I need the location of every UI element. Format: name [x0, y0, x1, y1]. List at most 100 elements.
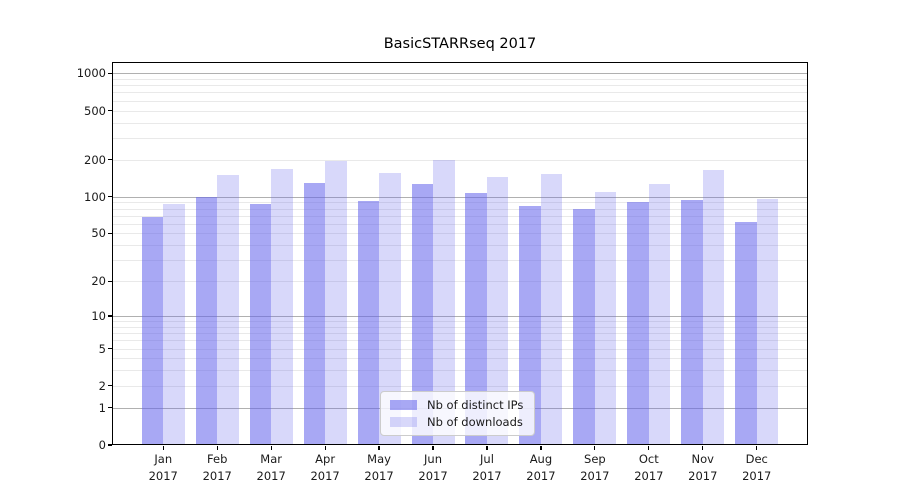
- bar-distinct-ips: [303, 182, 326, 445]
- bar-downloads: [433, 159, 455, 445]
- bar-distinct-ips: [735, 222, 757, 445]
- gridline-minor: [112, 215, 808, 217]
- gridline-minor: [112, 159, 808, 161]
- bar-downloads: [163, 203, 185, 445]
- y-tick-label: 1000: [76, 66, 106, 81]
- x-tick: [324, 446, 326, 450]
- bar-distinct-ips: [411, 184, 434, 445]
- x-tick: [270, 446, 272, 450]
- x-tick-label: Dec 2017: [742, 452, 772, 483]
- y-tick-label: 0: [98, 438, 106, 452]
- gridline-minor: [112, 348, 808, 350]
- y-tick-label: 100: [84, 189, 106, 204]
- bar-distinct-ips: [141, 217, 164, 445]
- bar-downloads: [540, 174, 563, 445]
- bar-distinct-ips: [195, 196, 218, 445]
- bar-downloads: [379, 172, 401, 445]
- y-tick: [108, 109, 112, 112]
- x-tick-label: Sep 2017: [580, 452, 610, 483]
- gridline-major: [112, 315, 808, 317]
- y-tick: [108, 72, 112, 74]
- y-tick: [108, 280, 112, 282]
- bar-downloads: [486, 176, 509, 445]
- y-tick-label: 200: [84, 152, 106, 167]
- gridline-minor: [112, 85, 808, 87]
- bar-distinct-ips: [357, 201, 380, 445]
- x-tick: [162, 446, 164, 450]
- bar-downloads: [648, 183, 671, 445]
- gridline-minor: [112, 385, 808, 387]
- gridline-minor: [112, 245, 808, 247]
- bar-distinct-ips: [465, 193, 487, 445]
- x-tick-label: Feb 2017: [202, 452, 232, 483]
- bar-downloads: [594, 191, 617, 445]
- legend: Nb of distinct IPs Nb of downloads: [380, 391, 536, 436]
- x-tick: [432, 446, 434, 450]
- x-tick-label: Oct 2017: [634, 452, 664, 483]
- y-tick-label: 50: [91, 226, 106, 241]
- x-tick: [702, 446, 704, 450]
- gridline-minor: [112, 122, 808, 124]
- gridline-minor: [112, 281, 808, 283]
- y-tick-label: 20: [91, 274, 106, 289]
- x-tick-label: Jun 2017: [418, 452, 448, 483]
- bar-downloads: [325, 161, 347, 445]
- x-tick: [648, 446, 650, 450]
- gridline-minor: [112, 223, 808, 225]
- gridline-minor: [112, 370, 808, 372]
- legend-swatch-downloads: [390, 416, 417, 427]
- bar-distinct-ips: [573, 208, 595, 445]
- x-tick-label: Jan 2017: [148, 452, 178, 483]
- chart-title: BasicSTARRseq 2017: [383, 36, 537, 52]
- y-tick-label: 5: [98, 341, 106, 356]
- x-tick-label: Aug 2017: [526, 452, 556, 483]
- y-tick-label: 10: [91, 308, 106, 323]
- x-tick-label: Jul 2017: [472, 452, 502, 483]
- gridline-minor: [112, 100, 808, 102]
- y-tick: [108, 444, 112, 446]
- bar-distinct-ips: [681, 199, 703, 445]
- gridline-minor: [112, 340, 808, 342]
- x-tick: [486, 446, 488, 450]
- gridline-minor: [112, 208, 808, 210]
- legend-swatch-distinct-ips: [390, 400, 417, 411]
- y-tick: [108, 315, 112, 317]
- x-tick-label: May 2017: [364, 452, 394, 483]
- x-tick: [540, 446, 542, 450]
- gridline-major: [112, 196, 808, 198]
- x-tick-label: Apr 2017: [310, 452, 340, 483]
- y-tick-label: 2: [98, 378, 106, 393]
- y-tick-label: 1: [98, 400, 106, 415]
- y-tick-label: 500: [84, 103, 106, 118]
- legend-label-downloads: Nb of downloads: [427, 414, 523, 429]
- legend-item-distinct-ips: Nb of distinct IPs: [390, 397, 523, 414]
- y-tick: [108, 159, 112, 161]
- bar-downloads: [271, 169, 293, 445]
- gridline-minor: [112, 333, 808, 335]
- x-tick: [216, 446, 218, 450]
- legend-item-downloads: Nb of downloads: [390, 414, 523, 431]
- x-tick-label: Mar 2017: [256, 452, 286, 483]
- y-tick: [108, 348, 112, 350]
- gridline-minor: [112, 260, 808, 262]
- gridline-minor: [112, 78, 808, 80]
- gridline-minor: [112, 358, 808, 360]
- gridline-major: [112, 73, 808, 75]
- bar-downloads: [217, 175, 239, 445]
- gridline-minor: [112, 110, 808, 112]
- gridline-minor: [112, 92, 808, 94]
- x-tick: [756, 446, 758, 450]
- y-tick: [108, 196, 112, 198]
- bar-distinct-ips: [249, 203, 272, 445]
- gridline-minor: [112, 233, 808, 235]
- bar-distinct-ips: [519, 205, 541, 445]
- gridline-minor: [112, 321, 808, 323]
- y-tick: [108, 232, 112, 235]
- legend-label-distinct-ips: Nb of distinct IPs: [427, 398, 524, 413]
- x-tick: [378, 446, 380, 450]
- y-tick: [108, 385, 112, 387]
- x-tick: [594, 446, 596, 450]
- gridline-minor: [112, 326, 808, 328]
- bar-downloads: [702, 170, 725, 445]
